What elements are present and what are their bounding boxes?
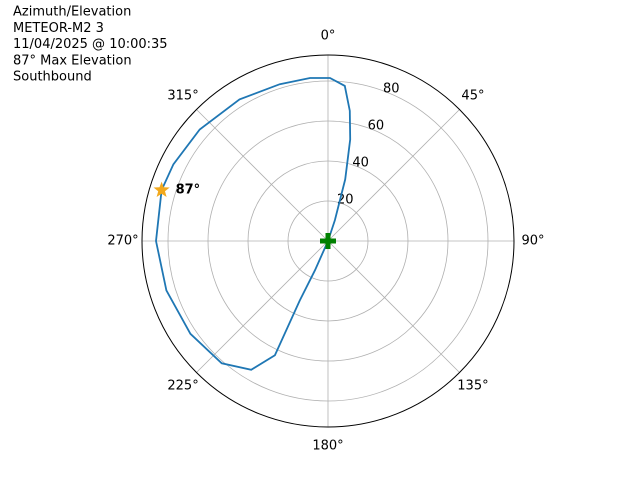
r-tick-label: 80 <box>383 82 400 97</box>
grid-spoke <box>196 109 329 242</box>
title-line: METEOR-M2 3 <box>13 21 104 36</box>
grid-spoke <box>196 240 329 373</box>
theta-tick-label: 180° <box>312 439 343 454</box>
theta-tick-label: 225° <box>167 378 198 393</box>
start-marker <box>320 233 336 249</box>
theta-tick-label: 90° <box>521 234 544 249</box>
grid-spoke <box>327 240 460 373</box>
theta-tick-label: 135° <box>457 378 488 393</box>
theta-tick-label: 270° <box>107 234 138 249</box>
title-line: 87° Max Elevation <box>13 53 132 68</box>
title-line: Azimuth/Elevation <box>13 5 131 20</box>
r-tick-label: 60 <box>368 119 385 134</box>
theta-tick-label: 315° <box>167 89 198 104</box>
track-line <box>155 77 352 371</box>
theta-tick-label: 0° <box>321 29 336 44</box>
max-star <box>153 181 170 197</box>
polar-frame <box>141 54 515 428</box>
title-line: Southbound <box>13 70 92 85</box>
r-tick-label: 40 <box>352 156 369 171</box>
max-label: 87° <box>176 183 201 198</box>
grid-spoke <box>327 109 460 242</box>
title-line: 11/04/2025 @ 10:00:35 <box>13 37 168 52</box>
theta-tick-label: 45° <box>461 89 484 104</box>
